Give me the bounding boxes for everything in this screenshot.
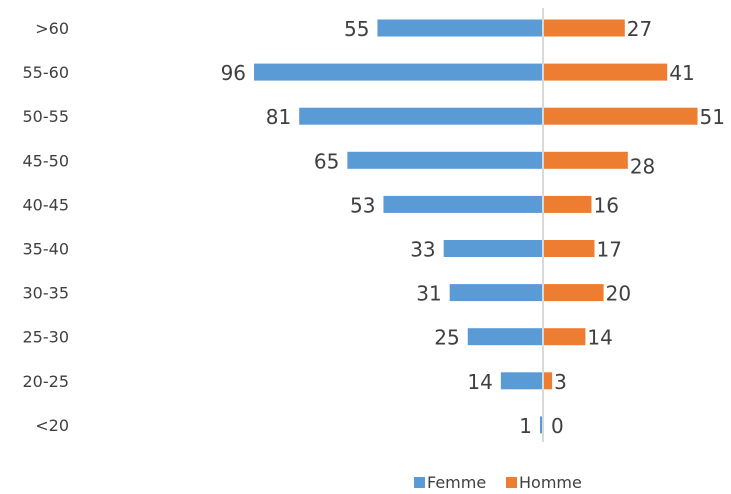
bar-homme-60 [543, 19, 625, 37]
legend-label-femme: Femme [427, 473, 486, 492]
value-label-homme-60: 27 [627, 17, 652, 41]
value-label-femme-60: 55 [344, 17, 369, 41]
category-label-55-60: 55-60 [23, 63, 70, 82]
bar-femme-60 [377, 19, 543, 37]
category-label-20: <20 [35, 416, 69, 435]
value-label-homme-45-50: 28 [630, 154, 655, 178]
bar-femme-45-50 [347, 151, 543, 169]
bar-homme-40-45 [543, 195, 592, 213]
value-label-homme-30-35: 20 [606, 282, 631, 306]
legend-swatch-femme [414, 477, 425, 488]
bar-femme-40-45 [383, 195, 543, 213]
bar-femme-50-55 [299, 107, 543, 125]
value-label-femme-55-60: 96 [221, 61, 246, 85]
bar-homme-45-50 [543, 151, 628, 169]
value-label-homme-50-55: 51 [700, 105, 725, 129]
legend-swatch-homme [506, 477, 517, 488]
bar-homme-30-35 [543, 284, 604, 302]
value-label-femme-35-40: 33 [410, 238, 435, 262]
bar-femme-35-40 [443, 240, 543, 257]
category-label-60: >60 [35, 19, 69, 38]
bar-homme-25-30 [543, 328, 586, 346]
value-label-homme-25-30: 14 [587, 326, 612, 350]
bar-femme-55-60 [254, 63, 544, 81]
bar-homme-50-55 [543, 107, 698, 125]
legend-label-homme: Homme [519, 473, 582, 492]
value-label-femme-45-50: 65 [314, 149, 339, 173]
value-label-homme-20-25: 3 [554, 370, 567, 394]
value-label-femme-50-55: 81 [266, 105, 291, 129]
value-label-femme-25-30: 25 [434, 326, 459, 350]
value-label-homme-40-45: 16 [593, 193, 618, 217]
bar-femme-20 [539, 416, 543, 434]
bar-femme-20-25 [500, 372, 543, 390]
value-label-femme-40-45: 53 [350, 193, 375, 217]
value-label-femme-20-25: 14 [467, 370, 492, 394]
category-label-25-30: 25-30 [23, 328, 70, 347]
category-labels: >60 55-60 50-55 45-50 40-45 35-40 30-35 25-30 20… [23, 19, 70, 435]
value-label-femme-30-35: 31 [416, 282, 441, 306]
category-label-50-55: 50-55 [23, 107, 70, 126]
category-label-30-35: 30-35 [23, 284, 70, 303]
value-label-homme-55-60: 41 [669, 61, 694, 85]
bar-homme-55-60 [543, 63, 668, 81]
category-label-45-50: 45-50 [23, 151, 70, 170]
category-label-20-25: 20-25 [23, 372, 70, 391]
value-label-homme-35-40: 17 [597, 238, 622, 262]
legend: Femme Homme [414, 473, 582, 492]
category-label-40-45: 40-45 [23, 195, 70, 214]
bars [254, 19, 698, 434]
bar-femme-30-35 [449, 284, 543, 302]
bar-homme-35-40 [543, 240, 595, 257]
bar-femme-25-30 [467, 328, 543, 346]
value-label-femme-20: 1 [519, 414, 532, 438]
category-label-35-40: 35-40 [23, 240, 70, 259]
bar-homme-20-25 [543, 372, 553, 390]
value-label-homme-20: 0 [551, 414, 564, 438]
